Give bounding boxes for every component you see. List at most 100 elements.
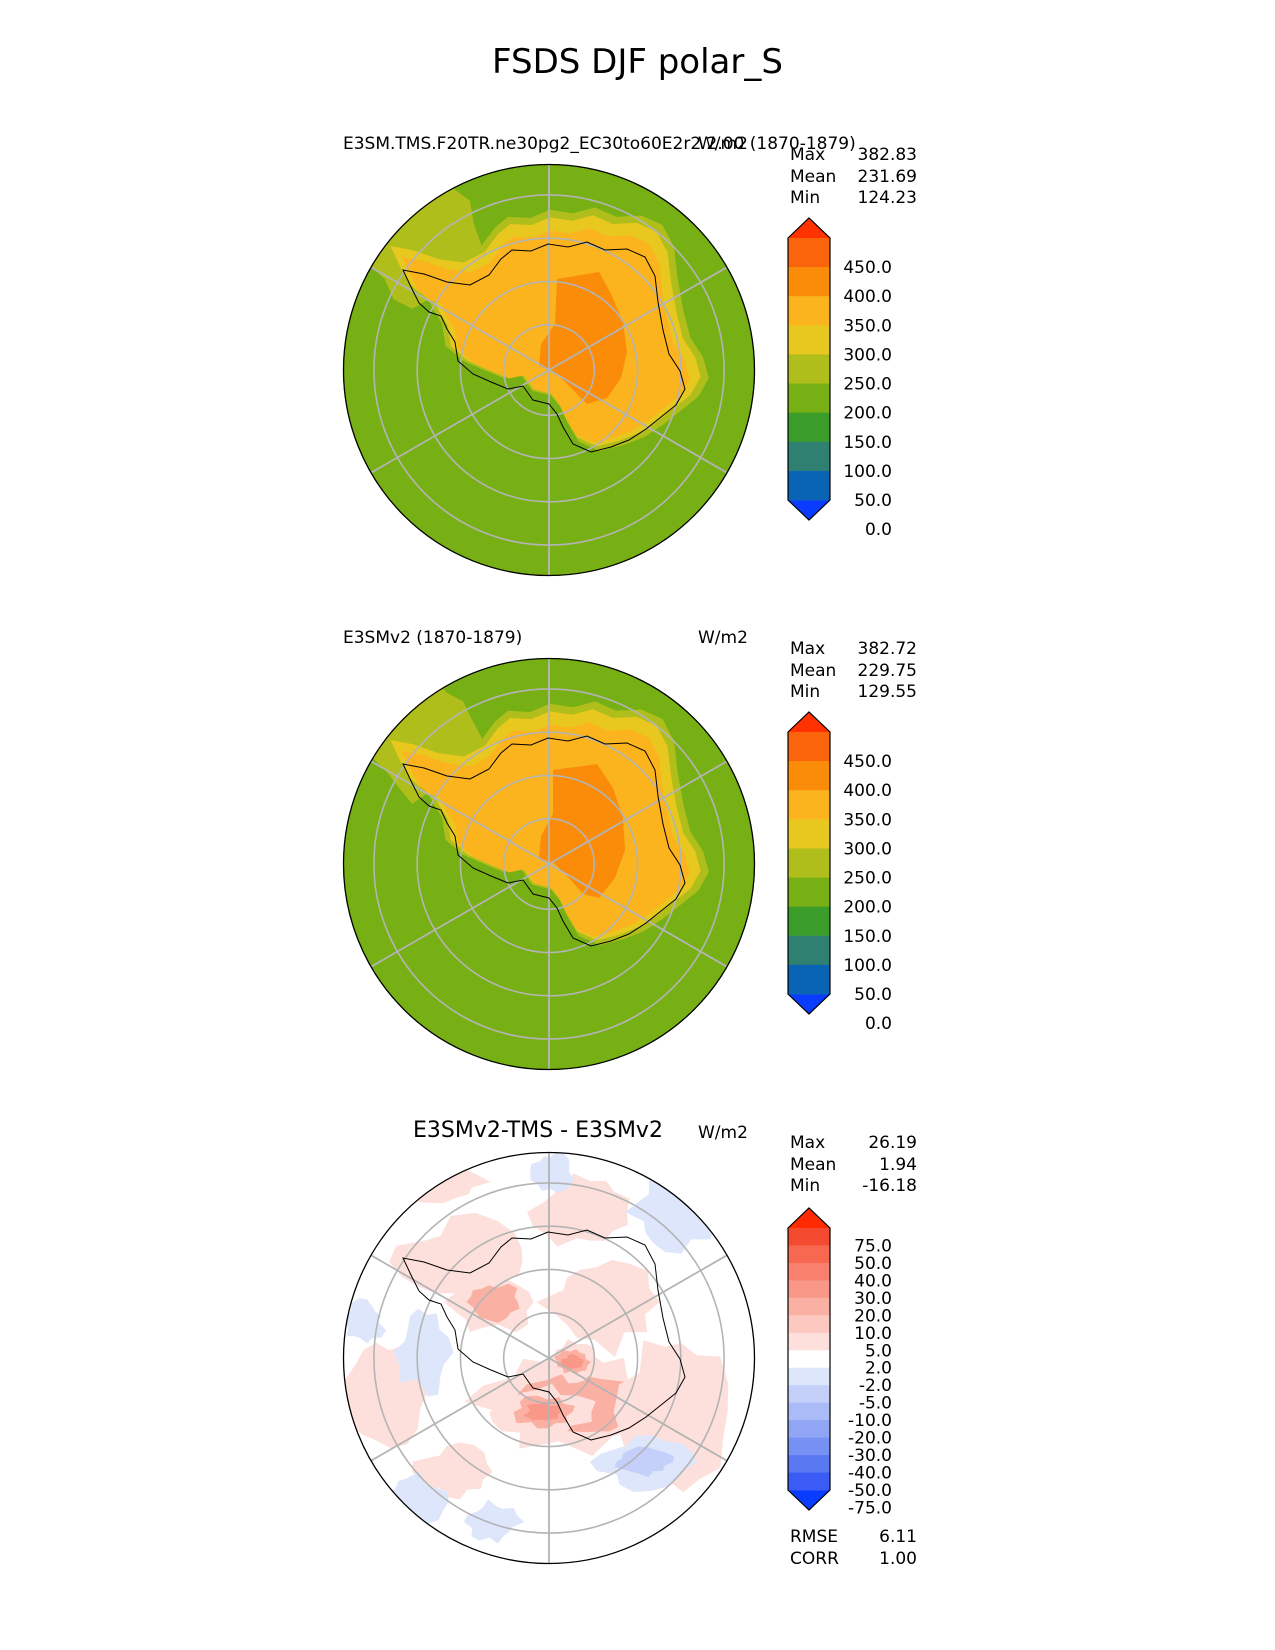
band-300-350: [402, 228, 690, 443]
colorbar-segment: [788, 1437, 830, 1456]
contour-fill: [343, 658, 755, 1070]
colorbar-segment: [788, 935, 830, 966]
stat-row-max: Max 26.19: [790, 1133, 917, 1153]
colorbar-extend-min: [788, 1490, 830, 1510]
band-350-400: [539, 272, 627, 404]
figure-title: FSDS DJF polar_S: [492, 42, 783, 82]
colorbar-tick-label: 40.0: [854, 1271, 892, 1291]
negative-anomaly-band: [614, 1446, 674, 1478]
colorbar-segment: [788, 732, 830, 762]
map-boundary: [342, 657, 756, 1071]
stat-row-mean: Mean 1.94: [790, 1154, 917, 1175]
colorbar-segment: [788, 296, 830, 326]
stat-row-max: Max 382.72: [790, 639, 917, 659]
colorbar-tick-label: -20.0: [848, 1429, 892, 1449]
colorbar-tick-label: 75.0: [854, 1236, 892, 1256]
panel-1-colorbar: 450.0 400.0 350.0 300.0 250.0 200.0 150.0 100.0…: [787, 217, 892, 540]
stat-row-min: Min 124.23: [790, 188, 917, 208]
colorbar-tick-label: 5.0: [865, 1341, 892, 1361]
panel-1-title: E3SM.TMS.F20TR.ne30pg2_EC30to60E2r2 2.00…: [343, 134, 856, 154]
colorbar-tick-label: 450.0: [843, 752, 892, 772]
panel-2-units: W/m2: [698, 628, 748, 648]
antarctica-coastline: [402, 1229, 686, 1441]
colorbar-tick-label: 300.0: [843, 839, 892, 859]
colorbar-segment: [788, 877, 830, 908]
contour-fill: [343, 1152, 755, 1564]
colorbar-tick-label: 50.0: [854, 491, 892, 511]
colorbar-tick-label: 400.0: [843, 781, 892, 801]
colorbar-tick-label: -30.0: [848, 1446, 892, 1466]
colorbar-tick-label: 150.0: [843, 927, 892, 947]
colorbar-tick-label: -50.0: [848, 1481, 892, 1501]
colorbar-tick-label: -2.0: [859, 1376, 892, 1396]
colorbar-tick-label: 100.0: [843, 956, 892, 976]
colorbar-segment: [788, 1420, 830, 1439]
colorbar-tick-label: 400.0: [843, 287, 892, 307]
positive-anomaly-band: [412, 1442, 493, 1500]
panel-3-polar-map: [342, 1151, 756, 1565]
meridian-line: [370, 266, 728, 474]
stat-row-mean: Mean 231.69: [790, 166, 917, 187]
antarctica-coastline: [402, 241, 686, 453]
antarctica-coastline: [402, 735, 686, 947]
panel-3-units: W/m2: [698, 1123, 748, 1143]
metric-row-rmse: RMSE 6.11: [790, 1527, 917, 1547]
stat-row-min: Min -16.18: [790, 1176, 917, 1196]
map-boundary: [342, 163, 756, 577]
colorbar-tick-label: 20.0: [854, 1306, 892, 1326]
colorbar-segment: [788, 412, 830, 443]
colorbar-segment: [788, 1280, 830, 1299]
panel-1-units: W/m2: [698, 134, 748, 154]
colorbar-segment: [788, 267, 830, 297]
panel-3-colorbar: 75.050.040.030.020.010.05.02.0-2.0-5.0-1…: [787, 1207, 892, 1518]
stat-row-max: Max 382.83: [790, 145, 917, 165]
colorbar-segment: [788, 470, 830, 501]
negative-anomaly-band: [343, 1298, 387, 1344]
colorbar-extend-max: [788, 218, 830, 238]
colorbar-tick-label: 100.0: [843, 462, 892, 482]
stat-row-min: Min 129.55: [790, 682, 917, 702]
colorbar-tick-label: -75.0: [848, 1498, 892, 1518]
colorbar-extend-max: [788, 1208, 830, 1228]
panel-2-title: E3SMv2 (1870-1879): [343, 628, 523, 648]
colorbar-extend-min: [788, 500, 830, 520]
graticule: [370, 1152, 728, 1564]
colorbar-segment: [788, 238, 830, 268]
colorbar-segment: [788, 1332, 830, 1351]
colorbar-tick-label: 200.0: [843, 898, 892, 918]
colorbar-tick-label: 0.0: [865, 520, 892, 540]
colorbar-tick-label: 10.0: [854, 1324, 892, 1344]
colorbar-tick-label: -5.0: [859, 1394, 892, 1414]
colorbar-tick-label: 350.0: [843, 316, 892, 336]
stat-row-mean: Mean 229.75: [790, 660, 917, 681]
colorbar-tick-label: 150.0: [843, 433, 892, 453]
negative-anomaly-band: [463, 1499, 525, 1544]
panel-2-stats: Max 382.72 Mean 229.75 Min 129.55: [790, 639, 917, 704]
band-350-400: [539, 764, 625, 898]
colorbar-segment: [788, 441, 830, 472]
colorbar-tick-label: -10.0: [848, 1411, 892, 1431]
colorbar-segment: [788, 383, 830, 414]
colorbar-outline: [787, 711, 831, 1015]
colorbar-segment: [788, 1455, 830, 1474]
positive-anomaly-band: [536, 1260, 660, 1358]
colorbar-tick-label: 0.0: [865, 1014, 892, 1034]
colorbar-segment: [788, 1228, 830, 1246]
colorbar-segment: [788, 1262, 830, 1281]
colorbar-extend-max: [788, 712, 830, 732]
colorbar-segment: [788, 1245, 830, 1264]
panel-3-title: E3SMv2-TMS - E3SMv2: [413, 1118, 663, 1143]
colorbar-segment: [788, 1297, 830, 1316]
colorbar-tick-label: 450.0: [843, 258, 892, 278]
colorbar-tick-label: -40.0: [848, 1464, 892, 1484]
panel-1-polar-map: [342, 163, 756, 577]
colorbar-segment: [788, 790, 830, 820]
colorbar-tick-label: 250.0: [843, 869, 892, 889]
panel-3-stats: Max 26.19 Mean 1.94 Min -16.18: [790, 1133, 917, 1198]
positive-anomaly-band: [560, 1353, 584, 1370]
colorbar-outline: [787, 217, 831, 521]
colorbar-segment: [788, 1402, 830, 1421]
colorbar-tick-label: 50.0: [854, 1254, 892, 1274]
graticule: [370, 164, 728, 576]
panel-3-metrics: RMSE 6.11 CORR 1.00: [790, 1527, 917, 1570]
